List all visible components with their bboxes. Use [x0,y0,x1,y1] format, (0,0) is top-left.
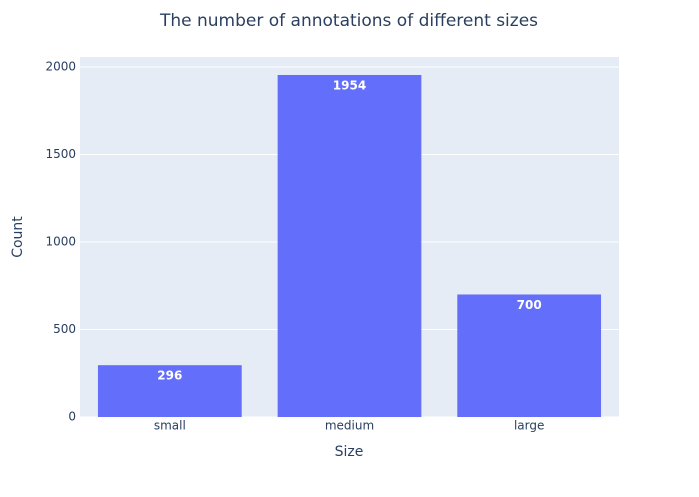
bar [457,294,602,417]
y-axis-label: Count [10,216,26,258]
value-label: 1954 [333,78,366,92]
chart-title: The number of annotations of different s… [159,11,538,31]
y-tick-label: 1000 [45,234,76,248]
value-label: 296 [157,369,182,383]
y-tick-label: 2000 [45,59,76,73]
y-tick-label: 500 [53,322,76,336]
x-axis-label: Size [335,444,364,460]
x-tick-label: small [154,419,186,433]
bar [277,74,422,418]
value-label: 700 [517,298,542,312]
y-tick-label: 1500 [45,147,76,161]
x-tick-label: large [514,419,544,433]
x-tick-label: medium [325,419,374,433]
y-tick-label: 0 [68,410,76,424]
bar [97,365,242,417]
